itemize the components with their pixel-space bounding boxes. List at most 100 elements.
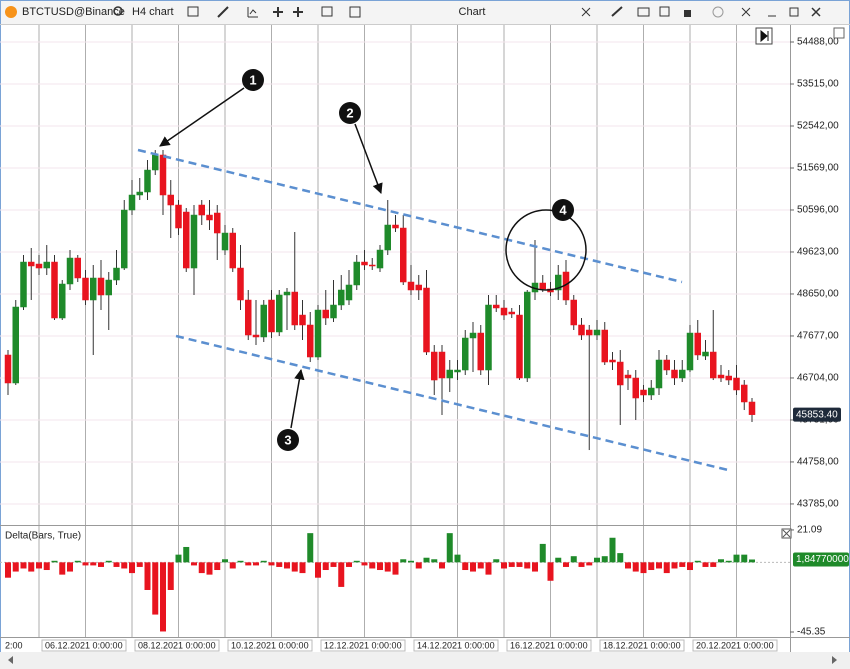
scroll-right[interactable] bbox=[832, 656, 837, 664]
delta-bar bbox=[198, 562, 205, 574]
delta-bar bbox=[222, 559, 228, 563]
candle-body bbox=[105, 279, 112, 296]
delta-bar bbox=[663, 562, 670, 574]
candle-body bbox=[469, 332, 477, 339]
delta-bar bbox=[516, 562, 523, 567]
x-tick-label: 10.12.2021 0:00:00 bbox=[231, 640, 309, 650]
delta-bar bbox=[90, 562, 97, 566]
candle-body bbox=[345, 284, 353, 301]
delta-bar bbox=[702, 562, 709, 567]
window-title: Chart bbox=[459, 6, 486, 18]
delta-bar bbox=[508, 562, 515, 567]
delta-bar bbox=[51, 560, 58, 563]
last-value-tag bbox=[793, 552, 849, 567]
symbol[interactable]: BTCTUSD@Binance bbox=[22, 6, 125, 18]
arrow bbox=[290, 368, 305, 429]
candle-body bbox=[593, 329, 601, 336]
delta-bar bbox=[12, 562, 19, 572]
candle-body bbox=[679, 369, 686, 379]
add-icon[interactable] bbox=[293, 7, 303, 17]
template-icon[interactable] bbox=[349, 6, 361, 18]
candle-body bbox=[578, 324, 585, 336]
delta-bar bbox=[237, 560, 244, 563]
delta-bar bbox=[570, 556, 577, 563]
candle-body bbox=[407, 281, 415, 291]
delta-bar bbox=[485, 562, 492, 575]
tools-icon[interactable] bbox=[741, 7, 751, 17]
candle-body bbox=[733, 377, 740, 391]
delta-bar bbox=[640, 562, 647, 574]
annotation-badge bbox=[339, 102, 361, 124]
delta-bar bbox=[400, 559, 407, 563]
maximize-button[interactable] bbox=[789, 7, 799, 17]
delta-bar bbox=[206, 562, 213, 575]
delta-bar bbox=[284, 562, 290, 569]
arrow bbox=[159, 87, 245, 147]
delta-bar bbox=[710, 562, 717, 567]
scrollbar[interactable] bbox=[0, 652, 850, 669]
candle-body bbox=[128, 194, 136, 211]
y-tick-label: 54488,00 bbox=[797, 37, 839, 48]
annotation-badge bbox=[242, 69, 264, 91]
candle-body bbox=[485, 304, 492, 371]
cursor-icon[interactable] bbox=[581, 7, 591, 17]
delta-bar bbox=[144, 562, 151, 590]
candle-body bbox=[694, 332, 701, 356]
candle-body bbox=[245, 299, 252, 336]
candle-body bbox=[144, 169, 151, 193]
annotation-number: 3 bbox=[284, 432, 291, 447]
copy-icon[interactable] bbox=[659, 6, 670, 17]
candle-body bbox=[392, 224, 399, 229]
link-icon[interactable] bbox=[611, 6, 623, 17]
theme-icon[interactable] bbox=[712, 6, 724, 18]
candle-body bbox=[229, 232, 236, 269]
candle-body bbox=[97, 277, 105, 296]
candle-body bbox=[214, 212, 221, 234]
delta-bar bbox=[563, 562, 569, 567]
timeframe[interactable]: H4 chart bbox=[132, 6, 174, 18]
delta-bar bbox=[369, 562, 376, 569]
delta-bar bbox=[694, 560, 701, 563]
candle-body bbox=[299, 314, 306, 326]
indicator-icon[interactable] bbox=[247, 7, 258, 18]
candle-body bbox=[330, 304, 337, 319]
lock-icon[interactable] bbox=[684, 10, 691, 17]
candle-body bbox=[686, 332, 694, 371]
candle-body bbox=[314, 309, 322, 358]
candle-body bbox=[601, 329, 608, 363]
chart-type-icon[interactable] bbox=[187, 6, 199, 17]
annotation-number: 2 bbox=[346, 105, 353, 120]
axis-settings[interactable] bbox=[833, 27, 845, 39]
delta-bar bbox=[679, 562, 686, 567]
delta-bar bbox=[353, 560, 360, 563]
candle-body bbox=[609, 359, 616, 363]
candle-body bbox=[516, 314, 523, 379]
delta-bar bbox=[594, 557, 600, 563]
scroll-left[interactable] bbox=[8, 656, 13, 664]
candle-body bbox=[493, 304, 500, 309]
delta-bar bbox=[555, 557, 562, 563]
delta-bar bbox=[671, 562, 678, 569]
delta-bar bbox=[539, 543, 546, 563]
y-tick-label: 49623,00 bbox=[797, 247, 839, 258]
x-tick-label: 06.12.2021 0:00:00 bbox=[45, 640, 123, 650]
candle-body bbox=[167, 194, 174, 206]
close-button[interactable] bbox=[811, 7, 821, 17]
annotation-badge bbox=[552, 199, 574, 221]
screenshot-icon[interactable] bbox=[637, 7, 650, 17]
candle-body bbox=[663, 359, 670, 371]
channel-lower bbox=[175, 334, 729, 472]
draw-icon[interactable] bbox=[217, 6, 229, 18]
delta-bar bbox=[183, 546, 190, 563]
scroll-to-end-icon bbox=[760, 29, 769, 43]
delta-bar bbox=[609, 537, 616, 563]
y-tick-label: -45.35 bbox=[797, 627, 826, 638]
crosshair-icon[interactable] bbox=[273, 7, 283, 17]
delta-bar bbox=[547, 562, 554, 581]
search-icon[interactable] bbox=[113, 6, 123, 16]
delta-bar bbox=[5, 562, 11, 578]
layout-icon[interactable] bbox=[321, 6, 333, 17]
delta-bar bbox=[20, 562, 27, 569]
candle-body bbox=[307, 324, 314, 358]
symbol-icon[interactable] bbox=[5, 6, 17, 18]
